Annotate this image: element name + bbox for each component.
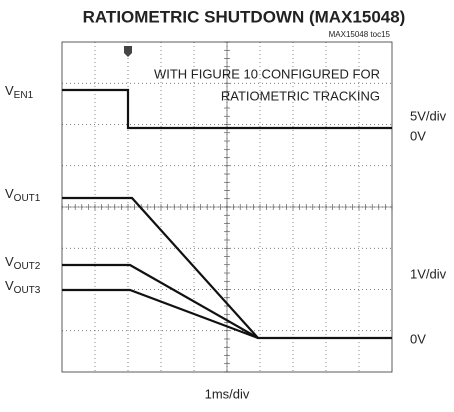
trace-vout3 <box>62 288 259 340</box>
plot-frame <box>61 41 393 373</box>
scale-label: 0V <box>410 128 426 143</box>
annotation: RATIOMETRIC TRACKING <box>221 88 380 103</box>
channel-label: VOUT3 <box>5 278 41 295</box>
trace-vout2 <box>62 263 259 339</box>
scale-label: 5V/div <box>410 108 447 123</box>
channel-label: VEN1 <box>5 83 34 100</box>
chart-subtitle: MAX15048 toc15 <box>329 30 391 39</box>
scale-label: 1V/div <box>410 266 447 281</box>
x-axis-label: 1ms/div <box>205 386 250 401</box>
chart-title: RATIOMETRIC SHUTDOWN (MAX15048) <box>83 7 406 26</box>
channel-label: VOUT2 <box>5 254 41 271</box>
channel-label: VOUT1 <box>5 186 41 203</box>
grid <box>61 41 393 373</box>
trace-ven1 <box>62 88 392 130</box>
scale-label: 0V <box>410 331 426 346</box>
annotation: WITH FIGURE 10 CONFIGURED FOR <box>154 66 380 81</box>
trace-vout1 <box>62 196 392 340</box>
trigger-marker <box>124 46 132 57</box>
